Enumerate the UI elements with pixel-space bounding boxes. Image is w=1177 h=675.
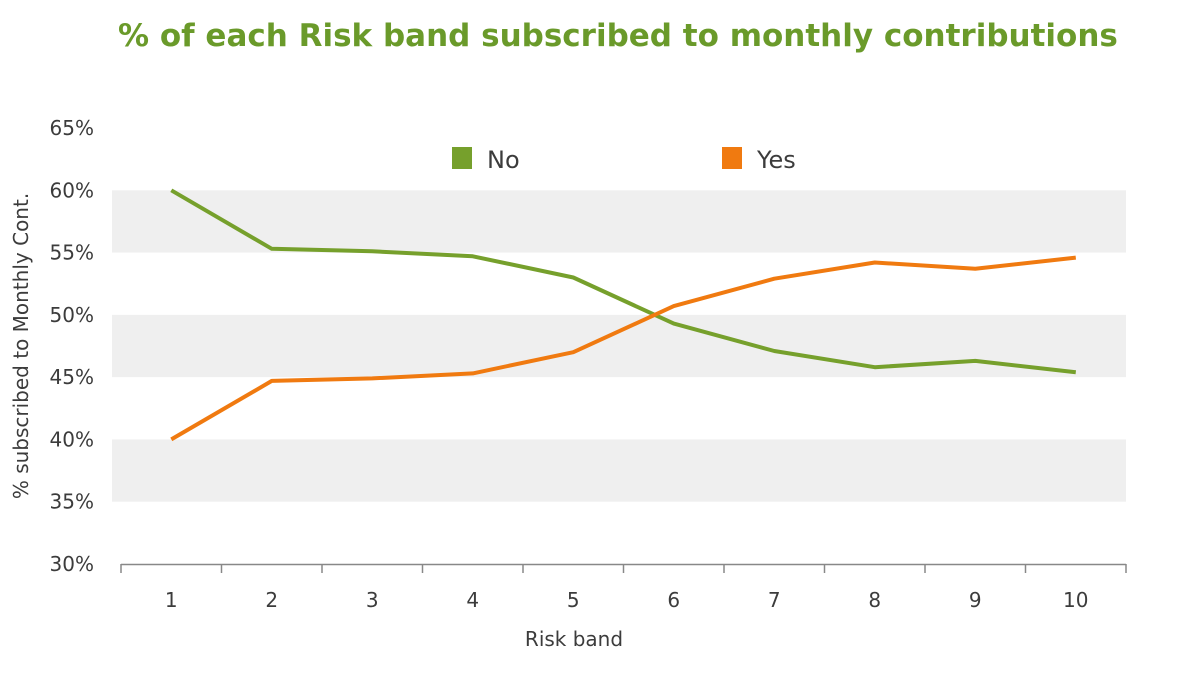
grid-band — [112, 439, 1126, 502]
y-tick-label: 65% — [50, 116, 94, 140]
chart-title: % of each Risk band subscribed to monthl… — [118, 18, 1118, 54]
x-tick-label: 8 — [868, 588, 881, 612]
x-tick-label: 9 — [969, 588, 982, 612]
legend-label-no: No — [487, 146, 520, 174]
y-tick-label: 30% — [50, 552, 94, 576]
y-axis-ticks: 30% 35% 40% 45% 50% 55% 60% 65% — [50, 116, 94, 576]
x-tick-label: 2 — [265, 588, 278, 612]
y-axis-title: % subscribed to Monthly Cont. — [9, 193, 33, 499]
x-tick-label: 4 — [466, 588, 479, 612]
y-tick-label: 50% — [50, 303, 94, 327]
legend: No Yes — [452, 146, 796, 174]
series-line-yes — [170, 255, 1077, 442]
series-group — [170, 188, 1077, 442]
legend-swatch-no — [452, 147, 472, 169]
y-tick-label: 60% — [50, 178, 94, 202]
x-tick-label: 7 — [768, 588, 781, 612]
legend-swatch-yes — [722, 147, 742, 169]
y-tick-label: 35% — [50, 490, 94, 514]
legend-label-yes: Yes — [756, 146, 796, 174]
y-tick-label: 55% — [50, 241, 94, 265]
x-tick-label: 1 — [165, 588, 178, 612]
grid-bands — [112, 190, 1126, 502]
x-tick-label: 6 — [667, 588, 680, 612]
y-tick-label: 45% — [50, 365, 94, 389]
grid-band — [112, 314, 1126, 378]
x-tick-label: 10 — [1063, 588, 1088, 612]
x-tick-label: 5 — [567, 588, 580, 612]
x-axis: 1 2 3 4 5 6 7 8 9 10 — [120, 563, 1127, 612]
x-axis-title: Risk band — [525, 627, 623, 651]
y-tick-label: 40% — [50, 427, 94, 451]
x-tick-label: 3 — [366, 588, 379, 612]
series-line-no — [170, 188, 1077, 375]
grid-band — [112, 190, 1126, 253]
